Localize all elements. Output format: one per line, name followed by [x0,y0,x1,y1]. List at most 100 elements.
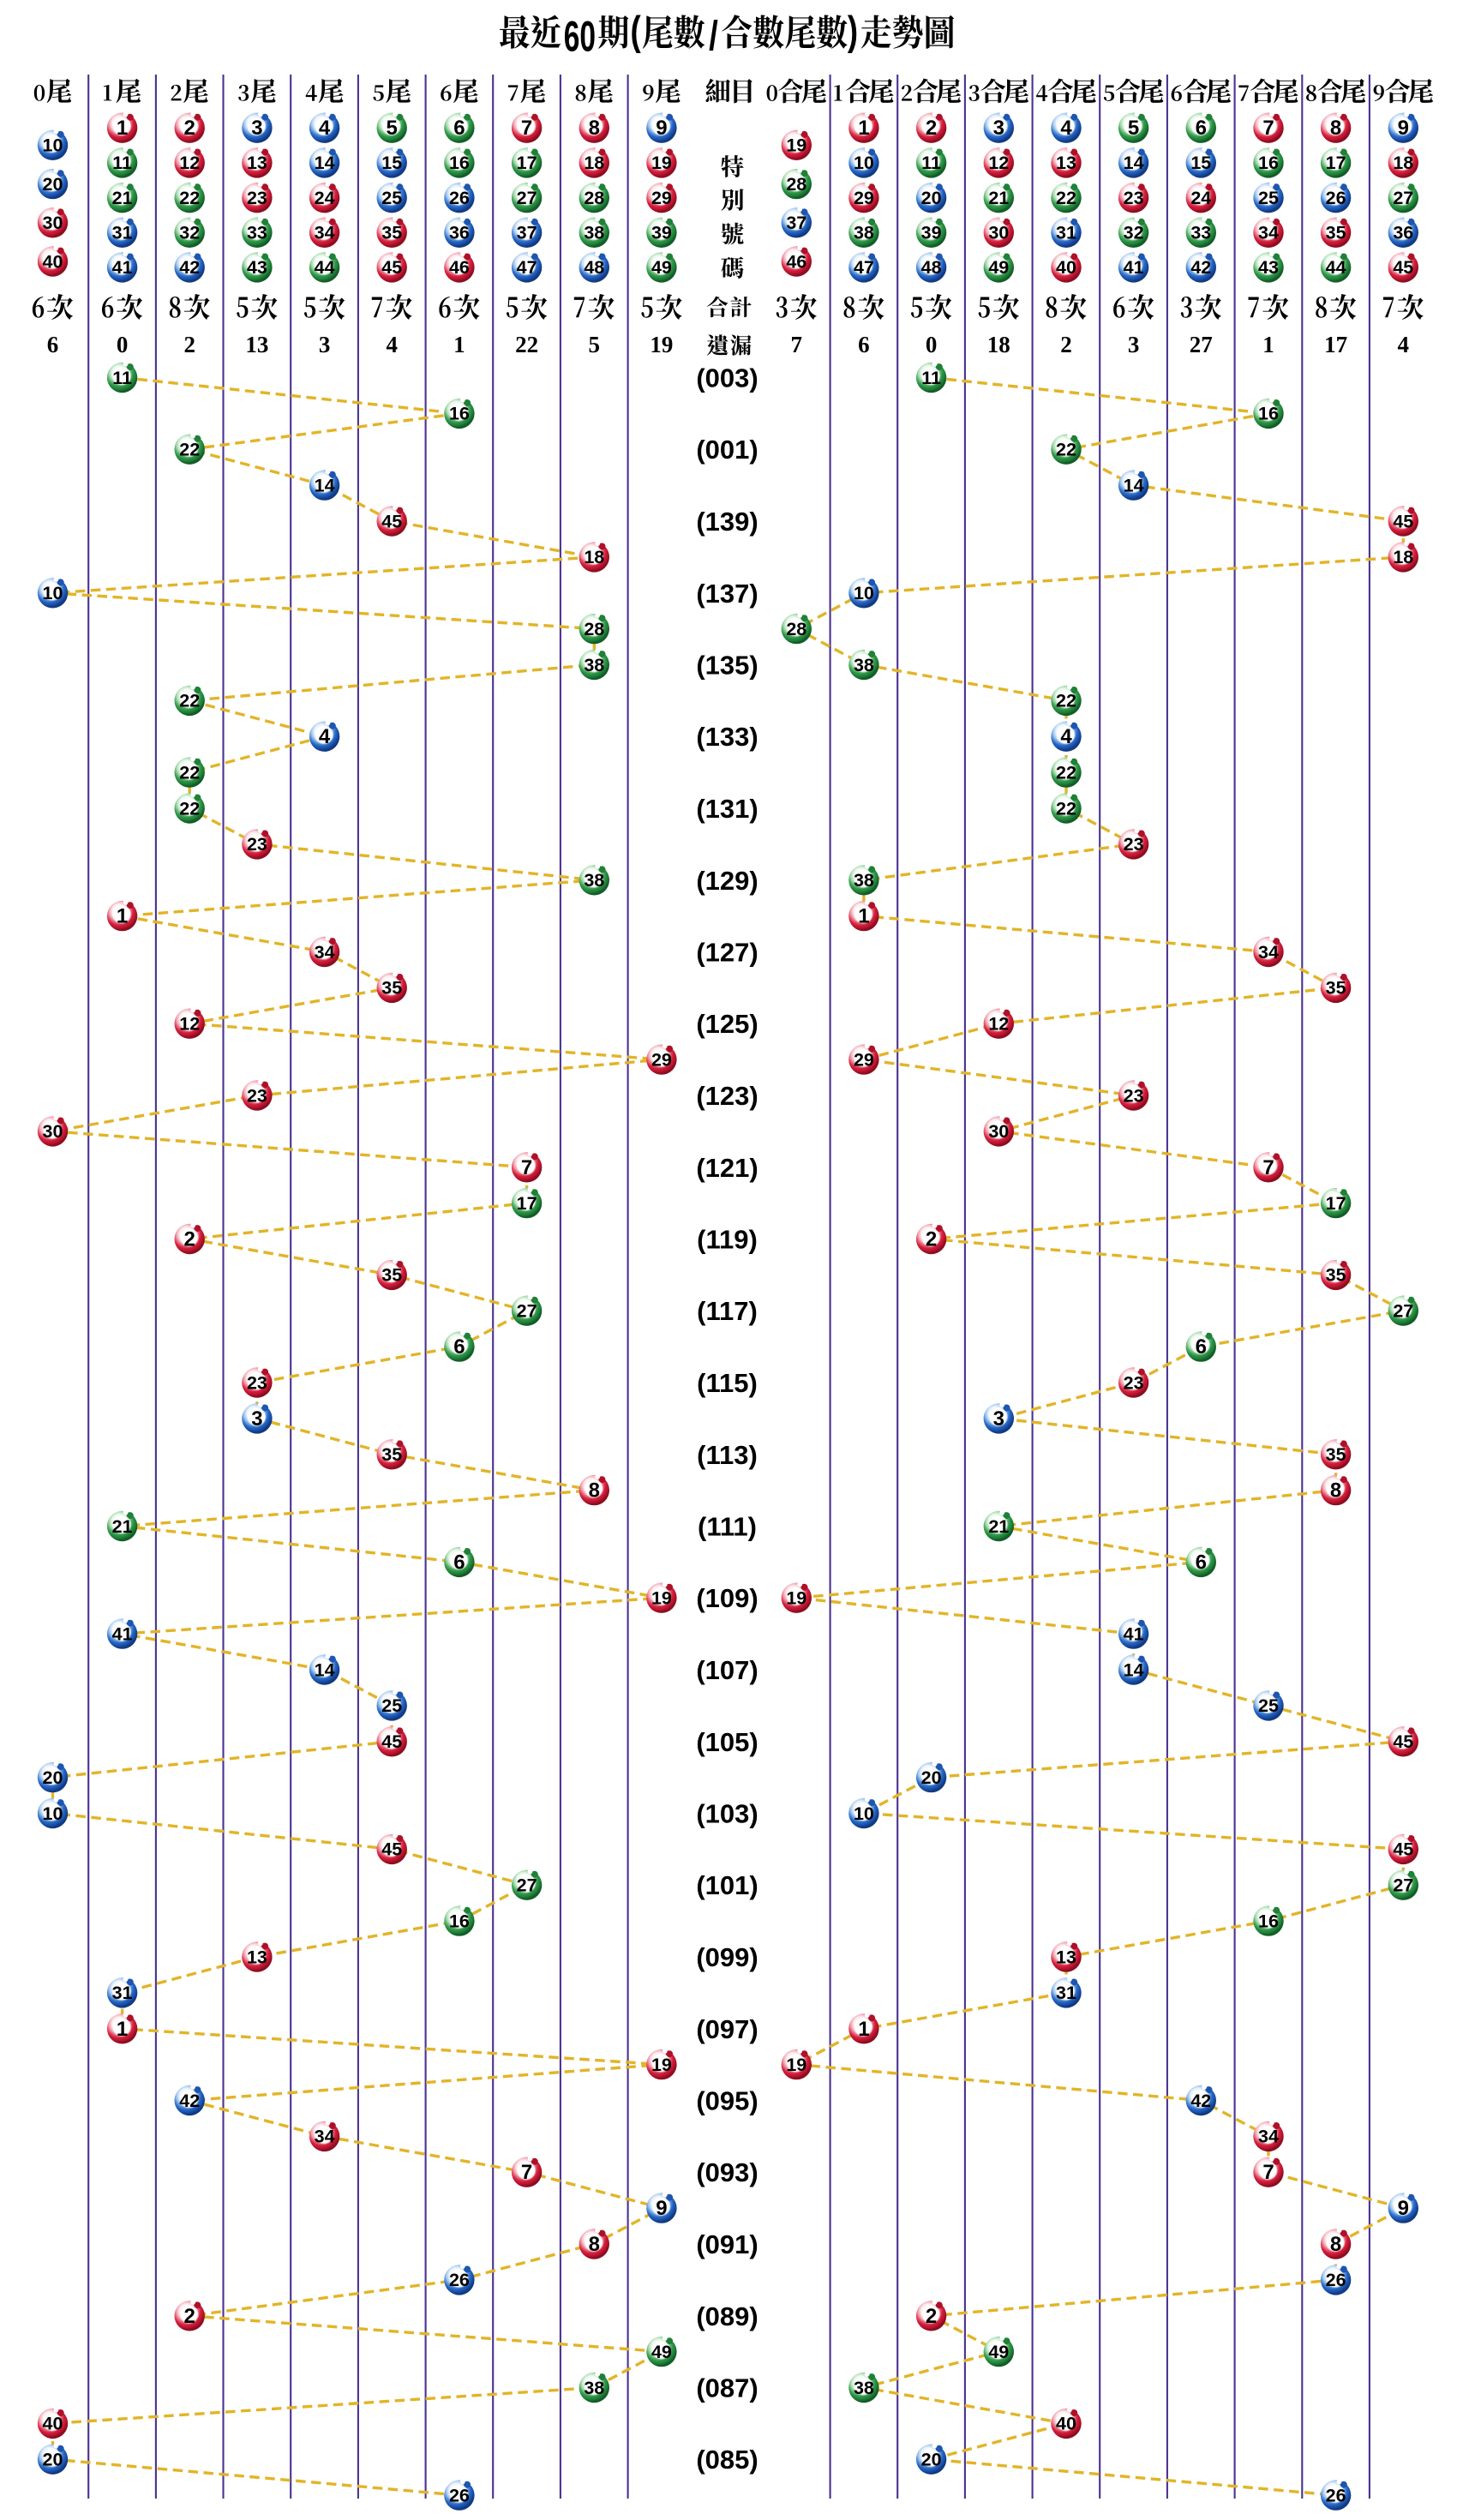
svg-text:16: 16 [449,1911,470,1931]
svg-text:(095): (095) [696,2086,758,2116]
svg-text:28: 28 [584,188,604,208]
svg-text:23: 23 [1124,1372,1144,1393]
svg-text:(087): (087) [696,2373,758,2403]
svg-text:1: 1 [858,905,869,928]
svg-text:13: 13 [1056,153,1076,173]
svg-text:17: 17 [517,1193,537,1214]
svg-text:2: 2 [184,2305,195,2328]
svg-text:27: 27 [517,188,537,208]
svg-text:12: 12 [988,1014,1009,1035]
svg-text:41: 41 [112,257,133,278]
svg-text:6: 6 [1196,117,1207,140]
svg-text:23: 23 [247,1085,267,1106]
svg-text:40: 40 [1056,2414,1076,2434]
svg-text:1: 1 [117,117,128,140]
svg-text:27: 27 [1190,332,1213,357]
svg-text:4: 4 [1398,332,1410,357]
svg-text:45: 45 [381,1839,402,1860]
svg-text:(109): (109) [696,1583,758,1613]
svg-text:19: 19 [651,2055,672,2075]
svg-text:38: 38 [584,2378,604,2398]
svg-text:38: 38 [584,223,604,243]
svg-text:22: 22 [1056,691,1076,711]
svg-text:1: 1 [117,2018,128,2041]
svg-text:47: 47 [854,257,874,278]
svg-text:38: 38 [584,870,604,891]
svg-text:3: 3 [993,1407,1004,1431]
svg-text:12: 12 [179,153,200,173]
svg-text:45: 45 [1393,511,1413,531]
svg-text:10: 10 [43,1803,63,1824]
svg-text:28: 28 [786,619,806,639]
svg-text:16: 16 [1258,1911,1279,1931]
svg-text:22: 22 [515,332,538,357]
svg-text:20: 20 [43,174,63,195]
svg-text:6: 6 [1196,1335,1207,1359]
svg-text:22: 22 [1056,440,1076,460]
svg-text:4: 4 [319,725,331,748]
svg-text:13: 13 [245,332,268,357]
svg-text:26: 26 [1326,2485,1346,2505]
svg-text:9: 9 [656,2197,667,2220]
svg-text:43: 43 [247,257,267,278]
svg-text:27: 27 [1393,1301,1413,1322]
svg-text:22: 22 [179,762,200,783]
svg-text:38: 38 [854,2378,874,2398]
svg-text:13: 13 [247,1947,267,1967]
svg-text:2: 2 [183,332,195,357]
svg-text:22: 22 [1056,188,1076,208]
svg-text:10: 10 [43,135,63,156]
svg-text:41: 41 [112,1623,133,1644]
svg-text:5: 5 [1128,117,1139,140]
svg-text:44: 44 [1326,257,1346,278]
svg-text:(115): (115) [697,1368,758,1398]
svg-text:(101): (101) [696,1870,758,1900]
svg-text:(117): (117) [697,1296,758,1326]
svg-text:3: 3 [251,1407,262,1431]
svg-text:19: 19 [786,1588,806,1609]
svg-text:31: 31 [1056,1983,1076,2003]
svg-text:30: 30 [43,213,63,233]
svg-text:9: 9 [1398,117,1409,140]
svg-text:6: 6 [453,1551,465,1574]
svg-text:12: 12 [179,1014,200,1035]
svg-text:8: 8 [589,117,600,140]
svg-text:11: 11 [921,153,941,173]
svg-text:(113): (113) [697,1440,758,1470]
svg-text:(001): (001) [696,435,758,465]
svg-text:34: 34 [315,942,335,963]
svg-text:49: 49 [988,257,1009,278]
svg-text:2: 2 [926,1228,937,1251]
svg-text:15: 15 [1190,153,1211,173]
svg-text:9: 9 [1398,2197,1409,2220]
svg-text:25: 25 [1258,1695,1279,1716]
svg-text:34: 34 [315,2127,335,2147]
svg-text:24: 24 [315,188,335,208]
svg-text:31: 31 [1056,223,1076,243]
svg-text:38: 38 [584,655,604,675]
svg-text:(089): (089) [696,2301,758,2331]
svg-text:(085): (085) [696,2445,758,2475]
svg-text:48: 48 [584,257,604,278]
svg-text:8: 8 [1330,2233,1341,2256]
svg-text:22: 22 [179,440,200,460]
svg-text:14: 14 [315,475,335,495]
svg-text:10: 10 [854,1803,874,1824]
svg-text:2: 2 [926,117,937,140]
svg-text:4: 4 [386,332,398,357]
svg-text:16: 16 [1258,404,1279,424]
svg-text:/: / [709,14,718,59]
svg-text:40: 40 [43,251,63,272]
svg-text:60: 60 [564,13,596,61]
svg-text:49: 49 [651,2342,672,2362]
svg-text:19: 19 [651,1588,672,1609]
svg-text:13: 13 [1056,1947,1076,1967]
svg-text:22: 22 [179,691,200,711]
svg-text:29: 29 [854,1049,874,1070]
svg-text:17: 17 [1326,153,1346,173]
svg-text:27: 27 [1393,188,1413,208]
svg-text:39: 39 [651,223,672,243]
svg-text:0: 0 [926,332,938,357]
svg-text:1: 1 [858,117,869,140]
svg-text:25: 25 [381,1695,402,1716]
